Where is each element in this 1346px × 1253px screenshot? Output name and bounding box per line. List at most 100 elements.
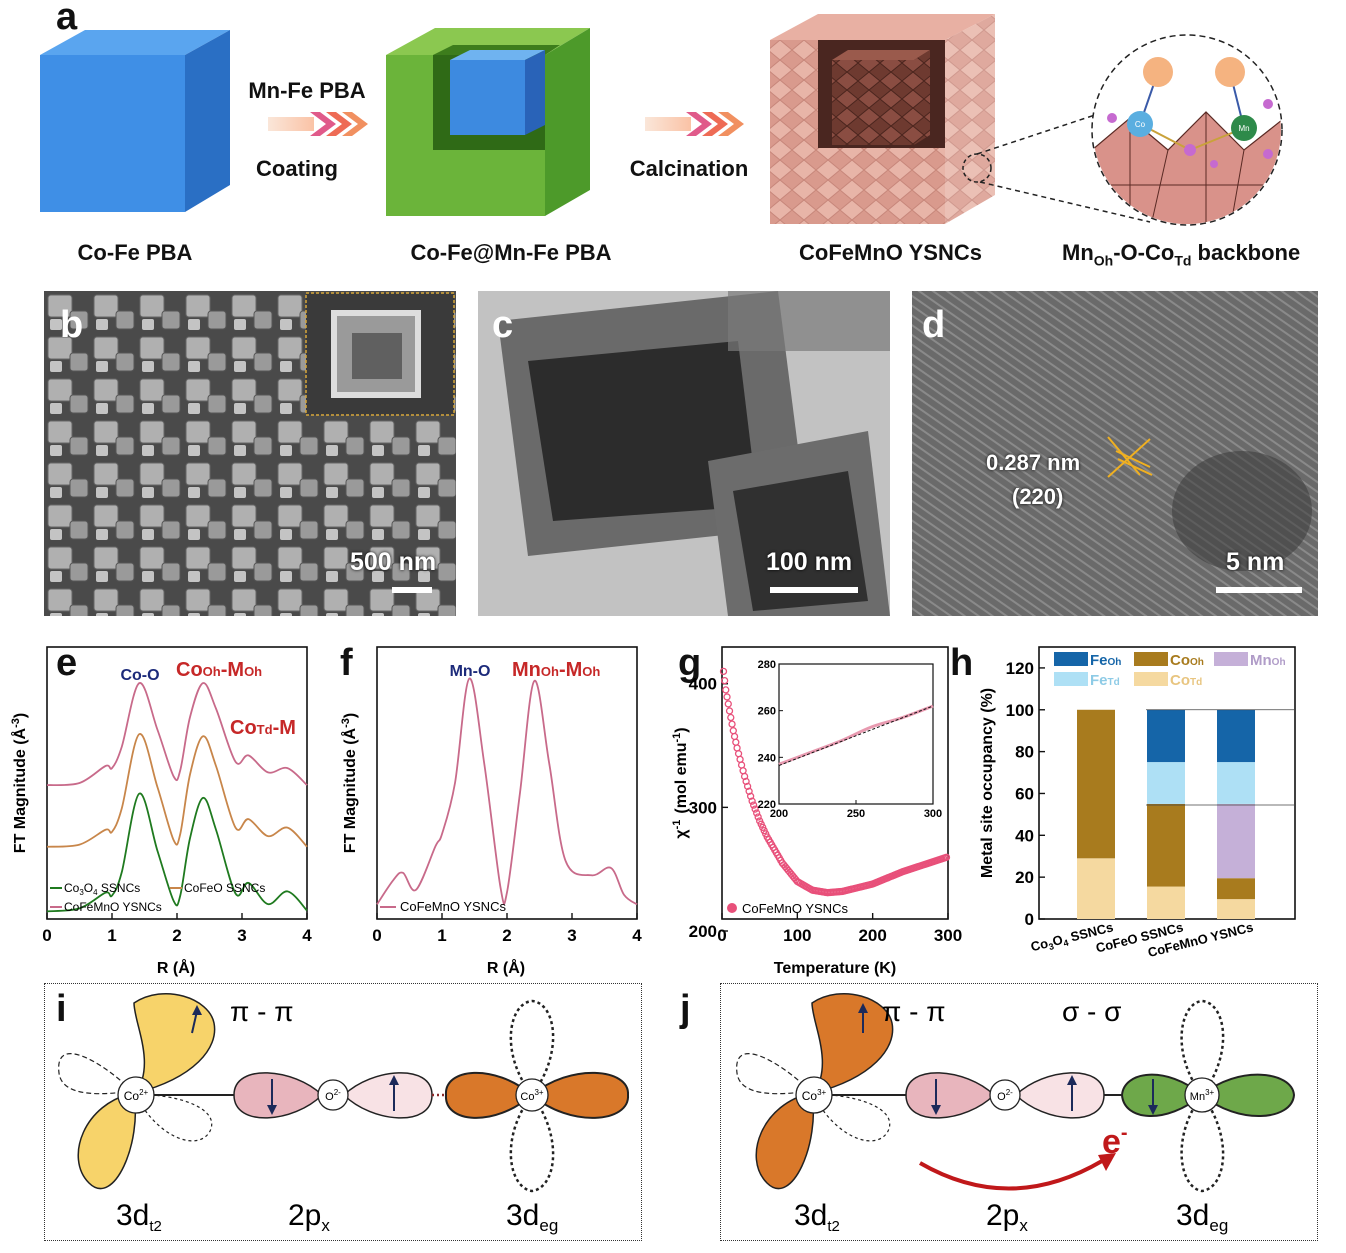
ytick-label: 100: [1006, 701, 1034, 720]
xtick-label: 200: [858, 926, 886, 945]
data-point: [728, 720, 736, 728]
chart-g-xlabel: Temperature (K): [774, 960, 896, 977]
ion-mn3-label: Mn3+: [1190, 1088, 1215, 1103]
sem-scale-text: 500 nm: [350, 548, 437, 576]
electron-label: e-: [1102, 1122, 1128, 1161]
lattice-plane-label: (220): [1012, 484, 1064, 509]
data-point: [732, 738, 740, 746]
legend-cooh: CoOh: [1170, 652, 1204, 669]
arrow1-bottom-label: Coating: [256, 156, 338, 181]
calcination-arrow: [645, 112, 744, 136]
ion-co3-label: Co3+: [520, 1088, 544, 1103]
co3-t2g-orbitals: [736, 993, 894, 1190]
hrtem-texture: [912, 291, 1318, 616]
series-line: [376, 677, 638, 906]
chart-e-xlabel: R (Å): [157, 958, 195, 977]
chart-h-legend: FeOh CoOh MnOh FeTd CoTd: [1054, 652, 1286, 689]
peak-cooh-moh-label: CoOh-MOh: [176, 659, 262, 681]
chart-f-lines: [376, 677, 638, 906]
ytick-label: 80: [1015, 743, 1034, 762]
inset-ytick-label: 240: [758, 752, 776, 764]
panel-i-box: [44, 983, 642, 1241]
panel-b-label: b: [60, 304, 84, 346]
chart-f-ylabel: FT Magnitude (Å-3): [340, 713, 359, 853]
data-point: [729, 727, 737, 735]
caption-co-fe-mn-fe-pba: Co-Fe@Mn-Fe PBA: [410, 240, 612, 265]
data-point: [722, 686, 730, 694]
bar-segment: [1147, 886, 1185, 919]
inset-ytick-label: 220: [758, 799, 776, 811]
ytick-label: 60: [1015, 784, 1034, 803]
data-point: [740, 772, 749, 781]
caption-cofemno-ysncs: CoFeMnO YSNCs: [799, 240, 982, 265]
chart-f: 0 1 2 3 4 R (Å) FT Magnitude (Å-3) Mn-O MnOh…: [340, 646, 642, 977]
ytick-label: 0: [1025, 910, 1034, 929]
peak-mn-o-label: Mn-O: [450, 663, 491, 680]
chart-h-yticks: 0 20 40 60 80 100 120: [1006, 659, 1045, 929]
bar-segment: [1147, 762, 1185, 804]
ytick-label: 120: [1006, 659, 1034, 678]
ytick-label: 40: [1015, 826, 1034, 845]
bar-segment: [1147, 709, 1185, 763]
bar-segment: [1077, 709, 1115, 859]
panel-c-label: c: [492, 304, 514, 346]
panel-f-label: f: [340, 642, 353, 684]
chart-f-legend: CoFeMnO YSNCs: [400, 899, 506, 914]
chart-h-ylabel: Metal site occupancy (%): [979, 688, 996, 878]
sem-image: [44, 291, 456, 616]
caption-co-fe-pba: Co-Fe PBA: [77, 240, 193, 265]
backbone-magnifier: Co Mn: [1091, 34, 1283, 226]
orb-3dt2-label-j: 3dt2: [794, 1199, 840, 1235]
data-point: [724, 700, 732, 708]
ion-co3-label-j: Co3+: [802, 1088, 827, 1103]
hrtem-scale-text: 5 nm: [1226, 548, 1285, 576]
chart-f-xlabel: R (Å): [487, 958, 525, 977]
data-point: [745, 787, 753, 795]
ytick-label: 200: [689, 922, 717, 941]
series-line: [46, 792, 308, 913]
hrtem-image: [912, 291, 1318, 616]
ytick-label: 300: [689, 798, 717, 817]
sem-scale-bar: [392, 587, 432, 593]
coating-arrow: [268, 112, 368, 136]
chart-g-legend: CoFeMnO YSNCs: [742, 901, 848, 916]
data-point: [723, 693, 731, 701]
xtick-label: 2: [172, 926, 181, 945]
bar-segment: [1147, 803, 1185, 887]
o2-px-orbital-j: [905, 1072, 1105, 1119]
chart-h-bars: [1077, 709, 1295, 919]
xtick-label: 0: [372, 926, 381, 945]
data-point: [754, 813, 762, 821]
xtick-label: 0: [42, 926, 51, 945]
sem-texture: [44, 291, 456, 616]
chart-f-frame: [376, 646, 638, 920]
co-fe-mn-fe-pba-cube: [386, 28, 590, 216]
data-point: [730, 732, 739, 741]
panel-a-label: a: [56, 0, 78, 38]
legend-cofemno: CoFeMnO YSNCs: [64, 900, 162, 914]
hrtem-scale-bar: [1216, 587, 1302, 593]
arrow2-bottom-label: Calcination: [629, 156, 749, 181]
orb-2px-label: 2px: [288, 1199, 330, 1235]
chart-g-frame: [721, 646, 949, 920]
data-point: [753, 809, 761, 817]
ytick-label: 20: [1015, 868, 1034, 887]
chart-e-ylabel: FT Magnitude (Å-3): [10, 713, 29, 853]
tem-scale-bar: [770, 587, 858, 593]
data-point: [746, 792, 755, 800]
peak-co-o-label: Co-O: [120, 667, 159, 684]
series-line: [46, 682, 308, 787]
inset-ytick-label: 260: [758, 706, 776, 718]
peak-cotd-m-label: CoTd-M: [230, 717, 296, 739]
bar-segment: [1217, 878, 1255, 900]
xtick-label: 300: [934, 926, 962, 945]
bond-pi-pi-label: π - π: [230, 996, 294, 1027]
legend-fetd: FeTd: [1090, 672, 1120, 689]
xtick-label: 100: [783, 926, 811, 945]
lattice-spacing-label: 0.287 nm: [986, 450, 1081, 475]
chart-e-frame: [46, 646, 308, 920]
data-point: [751, 805, 759, 813]
data-point: [742, 777, 750, 786]
tem-scale-text: 100 nm: [766, 548, 853, 576]
